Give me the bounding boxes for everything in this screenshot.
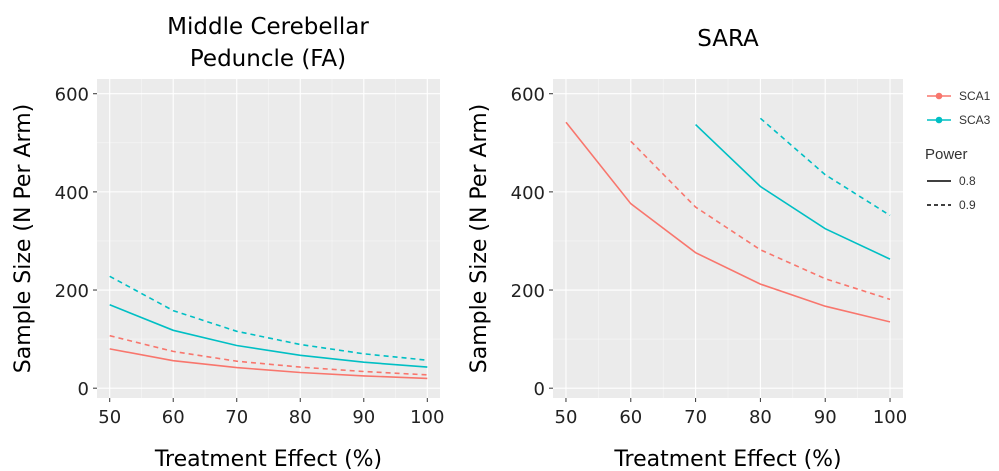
chart-title-line: Middle Cerebellar <box>167 14 369 40</box>
legend-title-power: Power <box>925 146 968 163</box>
legend-group-colors: SCA1 SCA3 <box>925 84 997 132</box>
y-axis-label: Sample Size (N Per Arm) <box>11 104 36 373</box>
series-line-sca3-power-09 <box>109 275 428 361</box>
chart-title-line: Peduncle (FA) <box>190 46 346 72</box>
legend-item-power-09: 0.9 <box>925 193 997 217</box>
x-axis-label: Treatment Effect (%) <box>154 447 382 471</box>
series-line-sca1-power-09 <box>630 140 891 301</box>
legend-item-sca1: SCA1 <box>925 84 997 108</box>
y-tick-label: 600 <box>55 85 89 106</box>
x-tick-label: 50 <box>555 407 578 428</box>
legend-label-sca3: SCA3 <box>959 113 991 127</box>
x-tick-label: 100 <box>410 407 444 428</box>
legend: SCA1 SCA3 Power 0.8 0.9 <box>925 84 997 231</box>
x-tick-label: 90 <box>352 407 375 428</box>
series-line-sca3-power-08 <box>695 124 891 260</box>
legend-key-sca1 <box>925 86 953 106</box>
legend-label-power-09: 0.9 <box>959 198 976 212</box>
y-tick-label: 200 <box>55 281 89 302</box>
y-tick-label: 0 <box>534 379 545 400</box>
y-tick-label: 0 <box>78 379 89 400</box>
legend-item-power-08: 0.8 <box>925 169 997 193</box>
legend-key-dashed <box>925 195 953 215</box>
x-tick-label: 80 <box>749 407 772 428</box>
chart-title-line: SARA <box>697 26 759 52</box>
legend-group-power: Power 0.8 0.9 <box>925 146 997 217</box>
x-tick-label: 80 <box>289 407 312 428</box>
series-line-sca1-power-08 <box>565 121 891 323</box>
x-tick-label: 60 <box>162 407 185 428</box>
x-tick-label: 90 <box>814 407 837 428</box>
y-tick-label: 200 <box>511 281 545 302</box>
x-axis-label: Treatment Effect (%) <box>613 447 841 471</box>
x-tick-label: 60 <box>619 407 642 428</box>
y-tick-label: 600 <box>511 85 545 106</box>
x-tick-label: 100 <box>873 407 907 428</box>
series-line-sca1-power-08 <box>109 348 428 380</box>
series-line-sca1-power-09 <box>109 334 428 376</box>
x-tick-label: 70 <box>225 407 248 428</box>
legend-label-power-08: 0.8 <box>959 174 976 188</box>
y-tick-label: 400 <box>55 183 89 204</box>
panel-sara: 50 60 70 80 90 100 0 200 400 600 SARA Treatment Eff… <box>467 26 907 471</box>
legend-key-solid <box>925 171 953 191</box>
legend-item-sca3: SCA3 <box>925 108 997 132</box>
legend-key-sca3 <box>925 110 953 130</box>
x-tick-label: 50 <box>98 407 121 428</box>
legend-label-sca1: SCA1 <box>959 89 991 103</box>
x-tick-label: 70 <box>684 407 707 428</box>
series-line-sca3-power-08 <box>109 304 428 368</box>
panel-mcp: 50 60 70 80 90 100 0 200 400 600 Middle Cerebellar… <box>11 14 444 471</box>
y-tick-label: 400 <box>511 183 545 204</box>
series-line-sca3-power-09 <box>759 117 891 217</box>
y-axis-label: Sample Size (N Per Arm) <box>467 104 492 373</box>
